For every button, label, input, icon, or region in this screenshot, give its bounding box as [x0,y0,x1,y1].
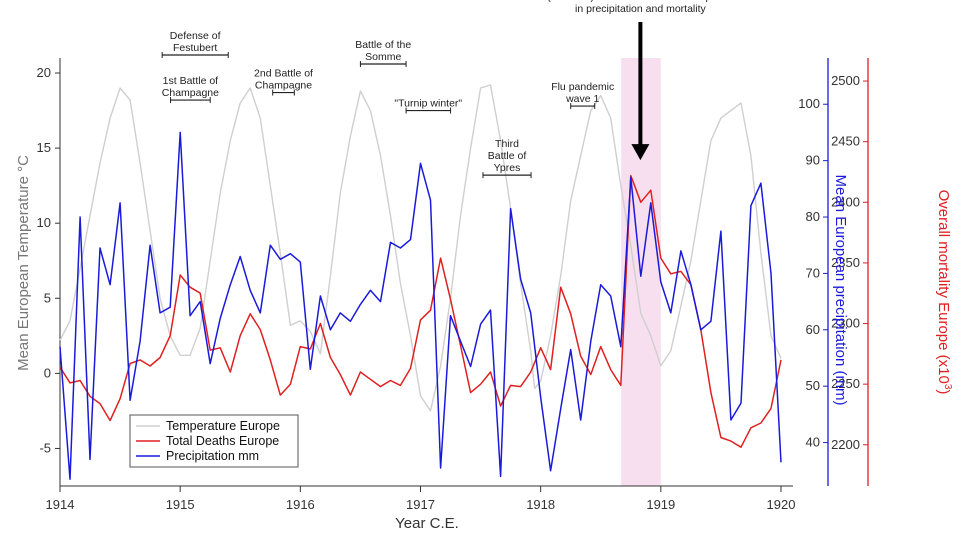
precip-axis-tick-label: 100 [798,96,820,111]
left-axis-tick-label: 15 [37,140,51,155]
annotation-text: Festubert [173,42,217,54]
x-axis-label: Year C.E. [395,515,459,532]
mortality-axis-label: Overall mortality Europe (x103) [935,190,953,395]
mortality-axis-label-sup: 3 [942,384,953,390]
annotation-text: Ypres [494,162,521,174]
left-axis: -5 0 5 10 15 20 [37,58,61,486]
mortality-axis-label-end: ) [935,389,952,394]
left-axis-tick-label: 10 [37,215,51,230]
annotation-text: Somme [365,51,401,63]
mortality-axis-tick-label: 2350 [831,255,860,270]
precip-axis-label: Mean European precipitation (mm) [832,175,849,406]
annotation-text: wave 1 [565,93,599,105]
left-axis-tick-label: 20 [37,65,51,80]
legend: Temperature Europe Total Deaths Europe P… [129,414,299,468]
mortality-axis-tick-label: 2400 [831,194,860,209]
series-temperature [59,84,782,412]
annotation-text: 1st Battle of [163,75,219,87]
x-axis-tick-label: 1914 [46,497,75,512]
annotation-text: "Turnip winter" [394,98,462,110]
precip-axis-tick-label: 50 [806,378,820,393]
mortality-axis-label-main: Overall mortality Europe (x10 [935,190,952,384]
left-axis-tick-label: 0 [44,365,51,380]
annotation-arrow-head [631,144,650,161]
mortality-axis: 2200 2250 2300 2350 2400 2450 2500 [831,58,869,486]
left-axis-tick-label: -5 [39,440,51,455]
annotation-text: Defense of [170,30,221,42]
precip-axis-tick-label: 90 [806,153,820,168]
mortality-axis-tick-label: 2250 [831,376,860,391]
annotation-text: Champagne [162,87,219,99]
left-axis-tick-label: 5 [44,290,51,305]
annotation-text: Flu pandemic [551,81,614,93]
annotation-text: Champagne [255,80,312,92]
x-axis-tick-label: 1919 [646,497,675,512]
annotation-text: 2nd Battle of [254,68,313,80]
mortality-axis-tick-label: 2500 [831,73,860,88]
x-axis-tick-label: 1916 [286,497,315,512]
precip-axis-tick-label: 60 [806,322,820,337]
precip-axis: 40 50 60 70 80 90 100 [798,58,829,486]
annotation-text: Battle of [488,150,527,162]
x-axis: 1914 1915 1916 1917 1918 1919 1920 [46,485,796,512]
x-axis-tick-label: 1917 [406,497,435,512]
series-deaths [59,174,782,448]
mortality-axis-tick-label: 2200 [831,437,860,452]
annotation-text: (fall 1918) with concurrent double peaks [547,0,733,3]
legend-label-precipitation: Precipitation mm [166,449,259,463]
x-axis-tick-label: 1918 [526,497,555,512]
mortality-axis-tick-label: 2450 [831,134,860,149]
legend-label-temperature: Temperature Europe [166,419,280,433]
series-precipitation [59,131,782,480]
series-lines [59,84,782,480]
annotation-text: Battle of the [355,39,411,51]
x-axis-tick-label: 1915 [166,497,195,512]
legend-label-deaths: Total Deaths Europe [166,434,279,448]
precip-axis-tick-label: 80 [806,209,820,224]
x-axis-tick-label: 1920 [767,497,796,512]
left-axis-label: Mean European Temperature °C [15,155,32,371]
mortality-axis-tick-label: 2300 [831,316,860,331]
precip-axis-tick-label: 40 [806,435,820,450]
precip-axis-tick-label: 70 [806,265,820,280]
annotation-text: in precipitation and mortality [575,3,706,15]
annotation-text: Third [495,138,519,150]
